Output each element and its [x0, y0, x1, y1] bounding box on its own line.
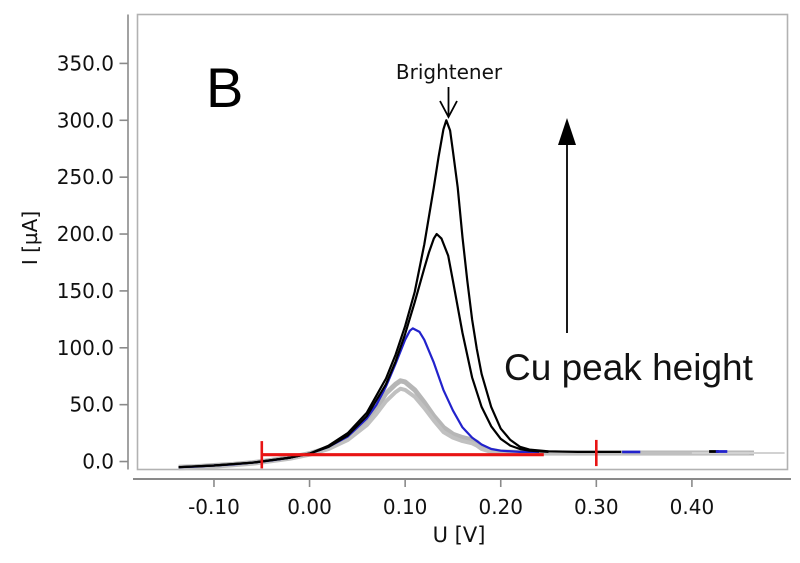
y-tick-label: 0.0 [82, 450, 114, 474]
y-axis-title: I [µA] [18, 210, 42, 266]
y-tick-label: 100.0 [57, 336, 114, 360]
series-blue-curve [178, 327, 539, 469]
brightener-annotation: Brightener [395, 60, 503, 84]
x-tick-label: -0.10 [188, 495, 240, 519]
y-tick-label: 250.0 [57, 165, 114, 189]
x-tick-label: 0.40 [670, 495, 715, 519]
x-tick-label: 0.10 [383, 495, 428, 519]
plot-frame [136, 13, 789, 471]
brightener-arrowhead-icon [439, 100, 458, 119]
x-axis-title: U [V] [432, 523, 486, 547]
x-tick-label: 0.30 [574, 495, 619, 519]
y-tick-label: 300.0 [57, 108, 114, 132]
y-tick-label: 350.0 [57, 51, 114, 75]
series-black-curve-mid [178, 232, 549, 469]
series-gray-band-lower [178, 386, 750, 471]
increase-arrowhead-icon [558, 118, 576, 145]
x-tick-label: 0.00 [287, 495, 332, 519]
y-tick-label: 150.0 [57, 279, 114, 303]
y-tick-label: 50.0 [69, 393, 114, 417]
series-black-curve-tall [178, 119, 622, 469]
panel-label: B [206, 56, 244, 119]
y-tick-label: 200.0 [57, 222, 114, 246]
x-tick-label: 0.20 [478, 495, 523, 519]
cu-peak-height-annotation: Cu peak height [504, 347, 753, 388]
